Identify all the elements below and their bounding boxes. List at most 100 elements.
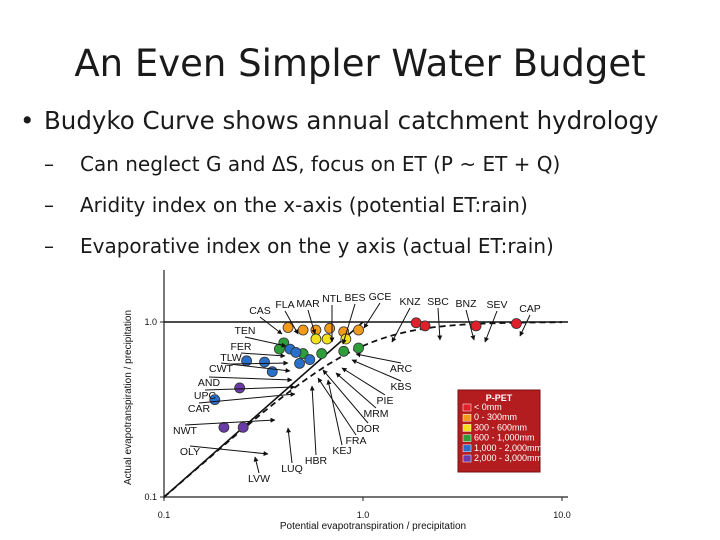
site-arrow (326, 379, 343, 446)
data-point (297, 324, 309, 336)
site-arrow (240, 352, 286, 359)
site-label: FLA (275, 299, 294, 311)
site-label: TLW (220, 352, 241, 364)
site-label: LUQ (281, 463, 303, 475)
site-label: PIE (377, 395, 394, 407)
legend-box (457, 389, 541, 473)
site-arrow (351, 359, 402, 382)
site-arrow (244, 336, 287, 348)
site-arrow (198, 391, 296, 404)
site-label: MAR (296, 298, 320, 310)
sub-bullet-text: Evaporative index on the y axis (actual … (80, 234, 554, 258)
site-label: TEN (235, 325, 256, 337)
legend-swatch (462, 413, 472, 422)
data-point (470, 320, 482, 332)
site-label: FER (231, 341, 252, 353)
sub-bullet-text: Can neglect G and ΔS, focus on ET (P ~ E… (80, 152, 561, 176)
x-tick-label: 10.0 (553, 510, 571, 520)
y-tick-label: 0.1 (144, 492, 157, 502)
data-point (510, 318, 522, 329)
data-point (241, 355, 252, 367)
data-point (321, 333, 333, 345)
site-label: GCE (369, 291, 392, 303)
legend-swatch (462, 444, 472, 453)
site-arrow (391, 307, 411, 343)
x-tick-label: 0.1 (158, 510, 171, 520)
sub-bullet-3: – Evaporative index on the y axis (actual… (44, 234, 554, 258)
legend-entry-label: < 0mm (474, 402, 502, 412)
legend-swatch (462, 434, 472, 442)
site-label: FRA (346, 435, 367, 447)
data-point (259, 356, 270, 368)
site-arrow (309, 385, 317, 456)
site-label: SBC (427, 296, 449, 308)
site-label: LVW (248, 473, 270, 485)
site-label: NWT (173, 425, 197, 437)
site-arrow (437, 307, 443, 341)
data-point (237, 421, 249, 433)
legend-entry-label: 2,000 - 3,000mm (474, 453, 542, 463)
data-point (304, 354, 316, 365)
legend-title: P-PET (486, 393, 513, 403)
site-label: CWT (209, 363, 233, 375)
data-point (324, 322, 336, 334)
x-tick-label: 1.0 (357, 510, 370, 520)
site-arrow (189, 445, 269, 457)
legend-entry-label: 600 - 1,000mm (474, 433, 535, 443)
site-arrow (230, 360, 289, 366)
site-label: SEV (486, 299, 507, 311)
site-label: OLY (180, 446, 200, 458)
dash-icon: – (44, 234, 54, 258)
site-label: BNZ (456, 298, 478, 310)
x-axis-label: Potential evapotranspiration / precipita… (280, 521, 466, 532)
data-point (218, 421, 230, 433)
site-label: CAP (519, 303, 541, 315)
bullet-item: • Budyko Curve shows annual catchment hyd… (20, 106, 659, 135)
legend-swatch (462, 403, 472, 412)
data-point (419, 320, 431, 332)
data-point (290, 347, 302, 358)
site-label: KNZ (400, 296, 422, 308)
site-arrow (355, 352, 402, 364)
data-point (282, 322, 294, 333)
site-label: UPC (194, 390, 217, 402)
site-arrow (322, 369, 369, 424)
data-point (353, 342, 364, 354)
site-arrow (484, 310, 498, 343)
site-arrow (204, 384, 296, 391)
site-label: BES (344, 292, 365, 304)
site-arrow (259, 316, 283, 335)
site-arrow (184, 417, 276, 426)
legend-entry-label: 300 - 600mm (474, 422, 527, 432)
data-point (353, 324, 364, 336)
data-point (310, 333, 322, 345)
site-arrow (341, 367, 386, 396)
site-arrow (220, 362, 291, 373)
site-arrow (286, 427, 293, 464)
site-label: CAR (188, 403, 211, 415)
site-arrow (317, 377, 357, 436)
site-label: DOR (356, 423, 380, 435)
site-label: ARC (390, 363, 413, 375)
site-arrow (253, 456, 260, 474)
data-point (294, 358, 305, 369)
legend-swatch (462, 424, 472, 432)
y-axis-label: Actual evapotranspiration / precipitatio… (123, 310, 134, 485)
sub-bullet-1: – Can neglect G and ΔS, focus on ET (P ~ … (44, 152, 560, 176)
site-label: AND (198, 377, 221, 389)
site-arrow (208, 376, 293, 383)
site-label: NTL (322, 293, 342, 305)
y-tick-label: 1.0 (144, 317, 157, 327)
dash-icon: – (44, 152, 54, 176)
site-label: HBR (305, 455, 328, 467)
site-arrow (307, 309, 317, 335)
bullet-dot: • (20, 106, 35, 135)
sub-bullet-2: – Aridity index on the x-axis (potential … (44, 193, 528, 217)
site-arrow (341, 303, 356, 345)
sub-bullet-text: Aridity index on the x-axis (potential E… (80, 193, 528, 217)
data-point (234, 382, 246, 394)
legend-entry-label: 1,000 - 2,000mm (474, 443, 542, 453)
site-arrow (465, 309, 476, 341)
site-arrow (363, 302, 381, 329)
